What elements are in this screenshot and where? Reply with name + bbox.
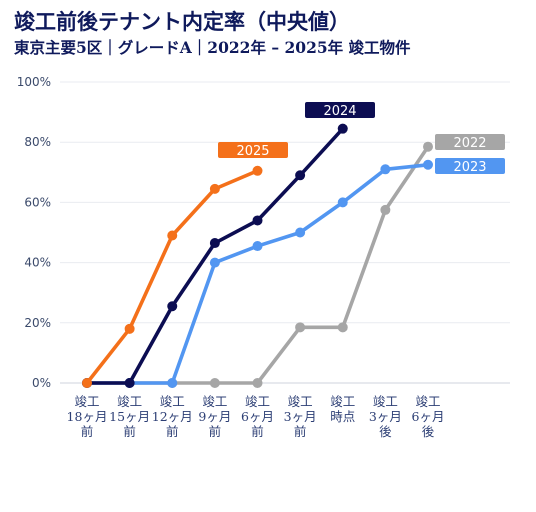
gridlines — [60, 81, 510, 384]
y-tick-label: 60% — [24, 195, 51, 209]
data-point — [209, 378, 220, 388]
data-point — [252, 378, 263, 388]
series-label-2023: 2023 — [435, 158, 505, 175]
data-point — [252, 241, 263, 252]
y-tick-label: 80% — [24, 135, 51, 149]
series-labels: 2022 2023 2024 2025 — [218, 102, 505, 175]
x-tick-label: 竣工 6ヶ月後 — [412, 394, 445, 439]
data-point — [337, 197, 348, 208]
series-line — [85, 144, 430, 385]
series-label-2022: 2022 — [435, 134, 505, 151]
x-tick-label: 竣工 3ヶ月後 — [369, 394, 402, 439]
data-point — [380, 204, 391, 215]
y-axis-ticks: 0% 20% 40% 60% 80% 100% — [17, 75, 51, 390]
series-2022 — [82, 141, 433, 388]
data-point — [380, 164, 391, 175]
series-label-2025: 2025 — [218, 142, 288, 159]
data-point — [337, 123, 348, 134]
series-label-box — [305, 102, 375, 118]
data-point — [167, 230, 178, 241]
series-label-2024: 2024 — [305, 102, 375, 119]
series-label-text: 2022 — [453, 136, 486, 151]
series-label-text: 2024 — [323, 104, 356, 119]
data-point — [423, 159, 433, 170]
series-line — [85, 162, 430, 385]
data-point — [209, 257, 220, 268]
y-tick-label: 100% — [17, 75, 51, 89]
data-point — [252, 215, 263, 226]
x-tick-label: 竣工時点 — [330, 394, 355, 424]
data-point — [124, 323, 135, 334]
data-point — [124, 378, 135, 388]
x-tick-label: 竣工 12ヶ月前 — [152, 394, 193, 439]
x-tick-label: 竣工 6ヶ月前 — [241, 394, 274, 439]
series-label-text: 2023 — [453, 160, 486, 175]
data-point — [252, 165, 263, 176]
series-label-box — [218, 142, 288, 158]
chart-subtitle: 東京主要5区｜グレードA｜2022年 – 2025年 竣工物件 — [14, 38, 411, 57]
series-2023 — [82, 159, 433, 388]
x-tick-label: 竣工 3ヶ月前 — [284, 394, 317, 439]
x-tick-label: 竣工 18ヶ月前 — [67, 394, 108, 439]
data-point — [82, 378, 92, 388]
series-2025 — [82, 165, 263, 388]
x-tick-label: 竣工 15ヶ月前 — [109, 394, 150, 439]
series-lines — [82, 123, 433, 388]
data-point — [423, 141, 433, 152]
data-point — [167, 301, 178, 312]
series-2024 — [82, 123, 348, 388]
data-point — [209, 238, 220, 249]
series-label-box — [435, 134, 505, 150]
x-tick-label: 竣工 9ヶ月前 — [198, 394, 231, 439]
data-point — [295, 227, 306, 238]
data-point — [337, 322, 348, 333]
y-tick-label: 40% — [24, 256, 51, 270]
data-point — [209, 183, 220, 194]
chart-title: 竣工前後テナント内定率（中央値） — [14, 9, 350, 34]
data-point — [295, 170, 306, 181]
y-tick-label: 20% — [24, 316, 51, 330]
y-tick-label: 0% — [32, 376, 51, 390]
data-point — [167, 378, 178, 388]
series-label-text: 2025 — [236, 144, 269, 159]
series-line — [85, 126, 345, 385]
series-label-box — [435, 158, 505, 174]
data-point — [295, 322, 306, 333]
